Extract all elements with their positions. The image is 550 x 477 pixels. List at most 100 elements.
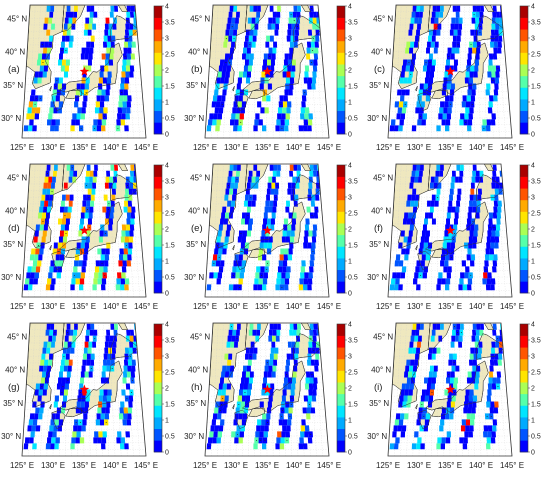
lat-tick-label: 30° N: [1, 432, 21, 441]
data-cell: [457, 29, 462, 36]
data-cell: [219, 242, 224, 249]
data-cell: [254, 119, 259, 126]
data-cell: [436, 323, 441, 330]
data-cell: [460, 164, 464, 171]
colorbar-swatch: [154, 99, 162, 112]
data-cell: [58, 59, 62, 66]
data-cell: [212, 413, 218, 420]
data-cell: [417, 23, 421, 30]
data-cell: [127, 248, 133, 255]
data-cell: [464, 113, 469, 120]
data-cell: [123, 89, 129, 96]
data-cell: [89, 170, 94, 177]
data-cell: [101, 125, 106, 132]
map-panel: 45° N 40° N 35° N 30° N 125° E 130° E 135° E 14…: [183, 159, 366, 318]
data-cell: [218, 107, 224, 114]
data-cell: [266, 413, 271, 420]
lon-tick-label: 145° E: [500, 461, 524, 470]
data-cell: [93, 119, 98, 126]
colorbar-tick-label: 3.5: [348, 20, 358, 27]
data-cell: [411, 11, 416, 18]
data-cell: [118, 101, 123, 108]
data-cell: [129, 170, 135, 177]
map-frame: [204, 322, 330, 457]
data-cell: [472, 47, 477, 54]
data-cell: [437, 23, 442, 30]
data-cell: [441, 278, 446, 285]
map-frame: [21, 322, 147, 457]
data-cell: [485, 125, 491, 132]
lon-tick-label: 125° E: [10, 302, 34, 311]
data-cell: [312, 71, 317, 78]
data-cell: [53, 170, 57, 177]
data-cell: [395, 437, 400, 444]
colorbar-tick-label: 0.5: [165, 275, 175, 282]
data-cell: [101, 53, 106, 60]
data-cell: [492, 419, 498, 426]
data-cell: [306, 359, 312, 366]
data-cell: [409, 224, 414, 231]
data-cell: [124, 284, 129, 291]
data-cell: [66, 212, 71, 219]
data-cell: [214, 89, 219, 96]
data-cell: [467, 89, 472, 96]
data-cell: [309, 266, 314, 273]
lon-tick-label: 140° E: [103, 302, 127, 311]
data-cell: [412, 365, 417, 372]
data-cell: [267, 59, 271, 66]
data-cell: [283, 59, 289, 66]
colorbar-swatch: [337, 269, 345, 282]
colorbar-tick-label: 0.5: [531, 116, 541, 123]
data-cell: [39, 65, 44, 72]
data-cell: [214, 248, 219, 255]
data-cell: [411, 125, 417, 132]
data-cell: [209, 431, 214, 438]
data-cell: [400, 113, 406, 120]
data-cell: [216, 77, 221, 84]
data-cell: [228, 170, 233, 177]
data-cell: [94, 266, 100, 273]
data-cell: [443, 107, 448, 114]
data-cell: [242, 53, 246, 60]
data-cell: [302, 407, 307, 414]
data-cell: [398, 125, 403, 132]
data-cell: [260, 266, 265, 273]
data-cell: [314, 47, 319, 54]
data-cell: [304, 272, 309, 279]
data-cell: [283, 95, 288, 102]
data-cell: [425, 413, 431, 420]
data-cell: [242, 371, 246, 378]
lat-tick-label: 35° N: [369, 399, 389, 408]
data-cell: [47, 119, 52, 126]
data-cell: [447, 206, 452, 213]
data-cell: [394, 101, 400, 108]
data-cell: [53, 401, 58, 408]
data-cell: [290, 35, 295, 42]
data-cell: [431, 218, 436, 225]
data-cell: [470, 377, 476, 384]
data-cell: [493, 254, 498, 261]
data-cell: [32, 260, 38, 267]
data-cell: [114, 5, 119, 12]
data-cell: [94, 164, 98, 171]
data-cell: [103, 266, 108, 273]
red-star-marker: [445, 66, 456, 76]
data-cell: [222, 65, 227, 72]
data-cell: [440, 443, 445, 450]
data-cell: [84, 212, 89, 219]
data-cell: [99, 71, 104, 78]
colorbar-tick-label: 3: [348, 354, 352, 361]
data-cell: [223, 41, 228, 48]
data-cell: [80, 401, 85, 408]
data-cell: [259, 242, 264, 249]
data-cell: [276, 437, 281, 444]
data-cell: [437, 278, 442, 285]
data-cell: [217, 431, 223, 438]
data-cell: [244, 59, 249, 66]
data-cell: [266, 194, 270, 201]
data-cell: [488, 371, 494, 378]
data-cell: [277, 266, 283, 273]
data-cell: [50, 5, 55, 12]
data-cell: [243, 89, 249, 96]
